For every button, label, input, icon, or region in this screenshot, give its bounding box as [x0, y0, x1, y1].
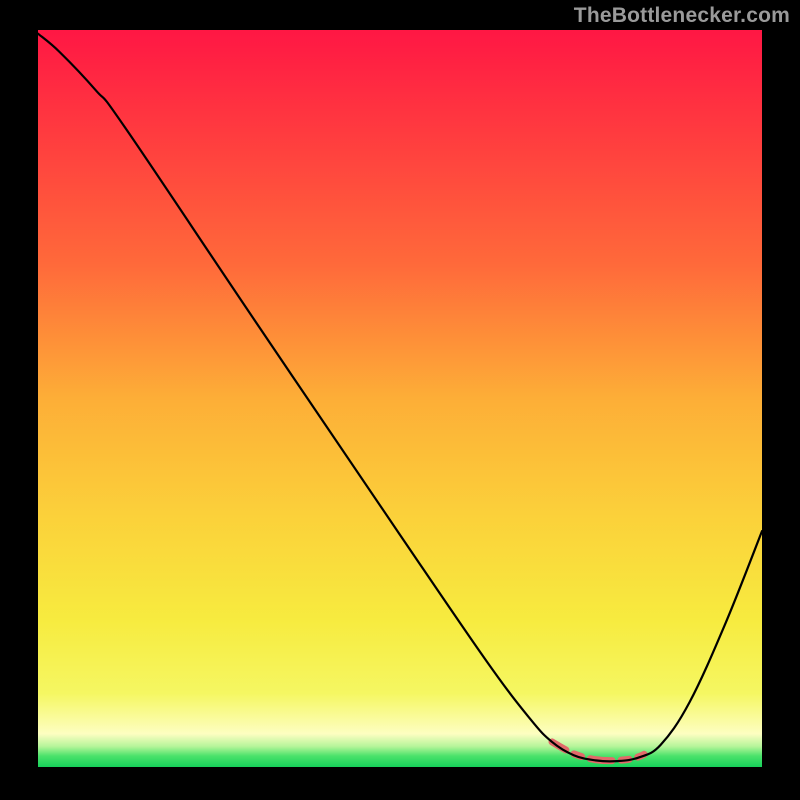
chart-stage: TheBottlenecker.com: [0, 0, 800, 800]
plot-background: [38, 30, 762, 767]
watermark-text: TheBottlenecker.com: [574, 4, 790, 28]
bottleneck-chart: [0, 0, 800, 800]
